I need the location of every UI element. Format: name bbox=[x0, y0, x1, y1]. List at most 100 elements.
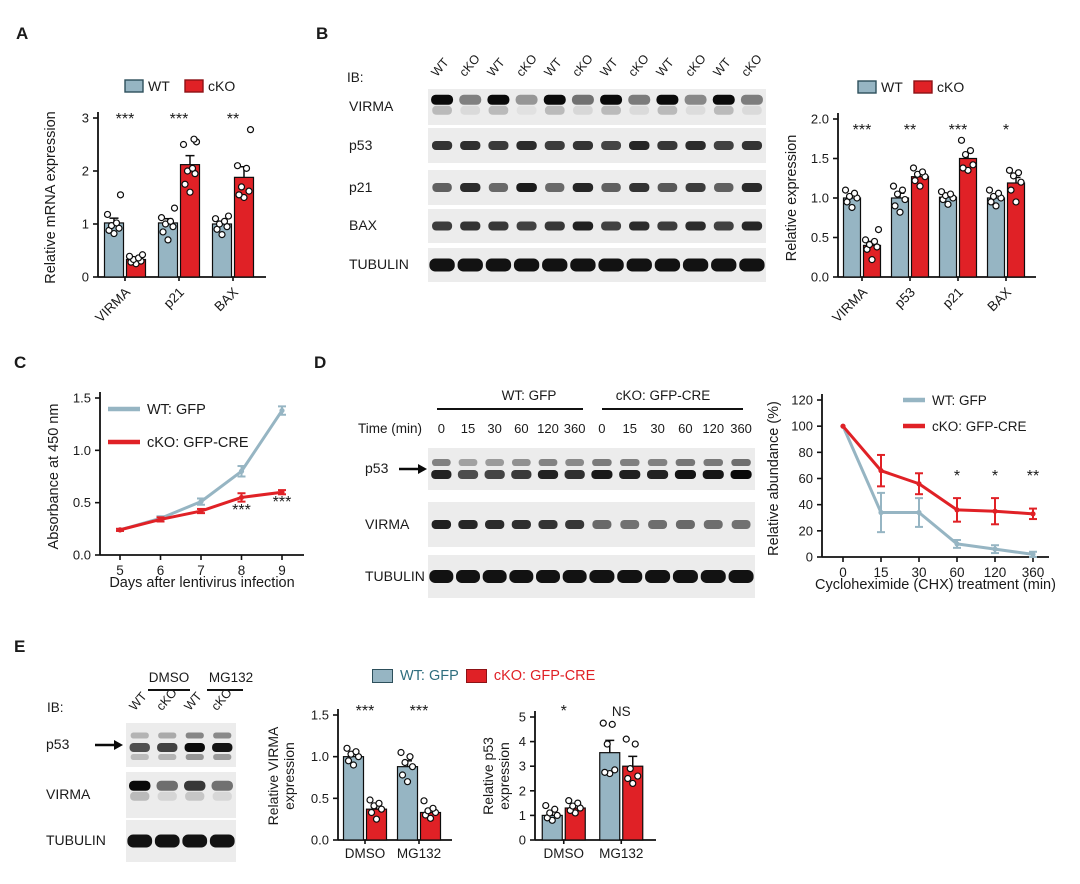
protein-band bbox=[213, 754, 232, 760]
header-underline bbox=[602, 408, 743, 410]
protein-band bbox=[485, 520, 505, 529]
data-point bbox=[218, 231, 226, 239]
data-point bbox=[398, 771, 407, 779]
protein-band bbox=[538, 520, 558, 529]
protein-band bbox=[685, 221, 706, 231]
protein-band bbox=[509, 570, 534, 583]
data-point bbox=[372, 815, 381, 823]
protein-band bbox=[516, 105, 537, 115]
membrane-background bbox=[126, 772, 236, 818]
data-point bbox=[961, 150, 970, 159]
category-label: p21 bbox=[940, 285, 967, 312]
protein-band bbox=[182, 834, 208, 848]
y-tick-label: 1.5 bbox=[811, 151, 829, 166]
protein-band bbox=[212, 743, 233, 752]
bar bbox=[599, 752, 621, 841]
panel-a-mrna-bar-chart: 0 1 2 3 Relative mRNA expression VIRMA *** p21 *… bbox=[43, 78, 266, 325]
protein-band bbox=[185, 791, 205, 801]
membrane-background bbox=[428, 89, 766, 125]
data-point bbox=[198, 508, 204, 514]
bar bbox=[958, 157, 978, 278]
data-point bbox=[994, 189, 1003, 197]
data-point bbox=[992, 508, 998, 514]
lane-label: cKO bbox=[625, 51, 653, 80]
data-point bbox=[397, 748, 405, 757]
data-point bbox=[878, 468, 884, 474]
data-point bbox=[238, 468, 245, 474]
y-tick-label: 0.5 bbox=[811, 230, 829, 245]
panel-e-legend: WT: GFP cKO: GFP-CRE bbox=[372, 668, 595, 684]
membrane-background bbox=[428, 448, 755, 490]
protein-band bbox=[713, 141, 734, 150]
protein-band bbox=[629, 105, 650, 115]
protein-band bbox=[538, 459, 558, 466]
data-point bbox=[188, 164, 197, 172]
data-point bbox=[233, 162, 242, 170]
header-underline bbox=[437, 408, 583, 410]
data-point bbox=[279, 489, 285, 495]
legend-label: WT: GFP bbox=[932, 393, 987, 408]
protein-band bbox=[592, 520, 612, 529]
protein-band bbox=[654, 258, 681, 272]
bar bbox=[910, 176, 930, 278]
data-point bbox=[159, 228, 167, 236]
y-tick-label: 4 bbox=[519, 734, 526, 749]
bar bbox=[1006, 182, 1026, 278]
protein-band bbox=[562, 570, 587, 583]
protein-band bbox=[741, 221, 763, 231]
data-point bbox=[916, 509, 922, 516]
data-point bbox=[401, 758, 409, 767]
data-point bbox=[279, 407, 285, 414]
protein-band bbox=[158, 754, 177, 760]
lane-label: WT bbox=[428, 55, 452, 80]
significance-label: * bbox=[992, 468, 998, 485]
protein-band bbox=[619, 470, 641, 479]
data-point bbox=[375, 799, 383, 807]
protein-band bbox=[488, 141, 509, 150]
data-point bbox=[946, 190, 955, 198]
data-point bbox=[957, 136, 966, 144]
blot-row-label: BAX bbox=[349, 217, 378, 233]
header-underline bbox=[148, 689, 190, 691]
panel-b-protein-bar-chart: 0.0 0.5 1.0 1.5 2.0 Relative expression VIRMA *… bbox=[784, 79, 1036, 326]
significance-label: *** bbox=[410, 703, 429, 720]
protein-band bbox=[730, 470, 752, 479]
blot-strip-tubulin bbox=[428, 248, 766, 282]
protein-band bbox=[213, 732, 232, 739]
data-point bbox=[110, 229, 118, 238]
arrow-head bbox=[418, 464, 427, 474]
data-point bbox=[349, 761, 358, 769]
data-point bbox=[377, 805, 386, 813]
y-tick-label: 40 bbox=[799, 497, 813, 512]
protein-band bbox=[543, 94, 566, 105]
y-tick-label: 1 bbox=[82, 217, 89, 232]
data-point bbox=[992, 546, 998, 552]
protein-band bbox=[713, 221, 734, 231]
data-point bbox=[916, 481, 922, 487]
category-label: VIRMA bbox=[829, 285, 870, 326]
data-point bbox=[352, 748, 360, 756]
blot-strip-virma bbox=[428, 502, 755, 547]
data-point bbox=[181, 180, 189, 188]
protein-band bbox=[565, 459, 584, 466]
y-tick-label: 0.5 bbox=[73, 495, 91, 510]
protein-band bbox=[516, 183, 537, 192]
data-point bbox=[969, 161, 977, 169]
data-point bbox=[246, 126, 255, 134]
protein-band bbox=[516, 141, 537, 150]
data-point bbox=[893, 190, 902, 198]
blot-strip-virma bbox=[428, 89, 766, 125]
data-point bbox=[891, 202, 899, 210]
data-point bbox=[553, 811, 561, 820]
category-label: MG132 bbox=[599, 846, 643, 861]
data-point bbox=[901, 195, 909, 204]
legend-label: cKO: GFP-CRE bbox=[147, 435, 249, 451]
data-point bbox=[426, 814, 435, 822]
protein-band bbox=[487, 94, 510, 105]
protein-band bbox=[185, 732, 204, 739]
bar bbox=[342, 756, 365, 841]
ib-label: IB: bbox=[47, 700, 64, 715]
protein-band bbox=[130, 732, 149, 739]
x-tick-label: 9 bbox=[278, 563, 286, 578]
series-line bbox=[841, 424, 1035, 516]
